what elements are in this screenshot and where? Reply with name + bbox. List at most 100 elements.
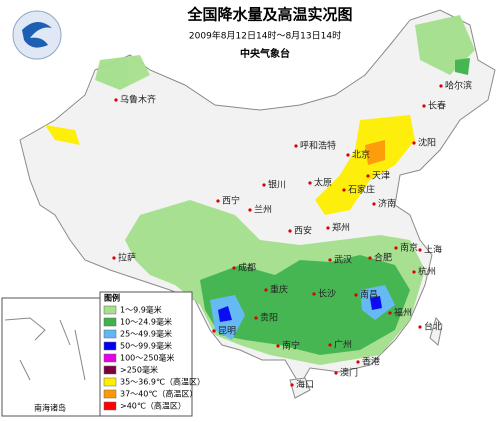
legend-swatch — [103, 317, 117, 327]
legend-swatch — [103, 329, 117, 339]
city-label: 济南 — [378, 198, 396, 210]
city-dot — [372, 202, 376, 206]
city-label: 哈尔滨 — [445, 80, 472, 92]
city-dot — [418, 325, 422, 329]
city-label: 兰州 — [254, 204, 272, 216]
city-dot — [412, 270, 416, 274]
title: 全国降水量及高温实况图 — [186, 6, 352, 24]
city-label: 香港 — [362, 356, 380, 368]
city-label: 西宁 — [222, 195, 240, 207]
legend-label: >40℃（高温区） — [120, 401, 186, 411]
inset-label: 南海诸岛 — [34, 403, 66, 413]
city-label: 长沙 — [318, 288, 336, 300]
city-label: 沈阳 — [418, 137, 436, 149]
city-label: 上海 — [424, 244, 442, 256]
legend-label: 50～99.9毫米 — [120, 341, 172, 351]
city-dot — [412, 141, 416, 145]
city-dot — [439, 84, 443, 88]
rain-areas — [45, 15, 475, 365]
legend-swatch — [103, 377, 117, 387]
legend-swatch — [103, 353, 117, 363]
city-dot — [288, 229, 292, 233]
city-dot — [394, 246, 398, 250]
city-dot — [276, 344, 280, 348]
city-label: 太原 — [314, 177, 332, 189]
city-dot — [422, 104, 426, 108]
subtitle: 2009年8月12日14时～8月13日14时 — [189, 30, 341, 42]
city-label: 海口 — [296, 379, 314, 391]
city-dot — [388, 311, 392, 315]
city-dot — [294, 144, 298, 148]
city-dot — [264, 288, 268, 292]
legend-label: 37～40℃（高温区） — [120, 389, 197, 399]
city-label: 武汉 — [334, 254, 352, 266]
legend-label: 35～36.9℃（高温区） — [120, 377, 205, 387]
city-dot — [312, 292, 316, 296]
city-dot — [290, 383, 294, 387]
city-label: 银川 — [268, 179, 286, 191]
legend-swatch — [103, 401, 117, 411]
legend-swatch — [103, 365, 117, 375]
city-label: 昆明 — [218, 326, 236, 337]
city-label: 呼和浩特 — [300, 140, 336, 152]
city-dot — [328, 258, 332, 262]
legend-label: 100～250毫米 — [120, 353, 175, 363]
city-dot — [216, 199, 220, 203]
agency: 中央气象台 — [240, 47, 290, 60]
inset-coast — [4, 317, 86, 381]
legend-swatch — [103, 305, 117, 315]
city-label: 贵阳 — [260, 312, 278, 324]
legend-swatch — [103, 341, 117, 351]
hainan — [289, 377, 311, 399]
legend-swatch — [103, 389, 117, 399]
logo — [12, 10, 62, 60]
city-dot — [254, 316, 258, 320]
city-label: 福州 — [394, 307, 412, 319]
city-label: 乌鲁木齐 — [120, 94, 156, 106]
city-dot — [112, 256, 116, 260]
city-label: 广州 — [334, 339, 352, 351]
city-label: 郑州 — [332, 222, 350, 234]
city-label: 西安 — [294, 225, 312, 237]
city-label: 南昌 — [360, 289, 378, 301]
city-label: 石家庄 — [348, 184, 375, 196]
city-dot — [326, 226, 330, 230]
inset-frame — [1, 297, 101, 417]
city-label: 合肥 — [374, 252, 392, 264]
city-dot — [248, 208, 252, 212]
city-dot — [262, 183, 266, 187]
legend-label: 25～49.9毫米 — [120, 329, 172, 339]
city-dot — [308, 181, 312, 185]
city-label: 天津 — [372, 171, 390, 182]
city-dot — [334, 371, 338, 375]
legend-title: 图例 — [104, 293, 120, 303]
city-label: 澳门 — [340, 367, 358, 379]
city-label: 重庆 — [270, 284, 288, 296]
legend-label: 10～24.9毫米 — [120, 317, 172, 327]
city-label: 杭州 — [418, 266, 436, 278]
city-label: 南宁 — [282, 340, 300, 352]
city-dot — [366, 174, 370, 178]
city-label: 拉萨 — [118, 252, 136, 264]
city-dot — [368, 256, 372, 260]
city-dot — [346, 153, 350, 157]
city-dot — [212, 329, 216, 333]
city-dot — [356, 360, 360, 364]
taiwan — [429, 316, 443, 346]
city-dot — [328, 343, 332, 347]
city-label: 成都 — [238, 262, 256, 274]
city-label: 北京 — [352, 149, 370, 161]
city-label: 台北 — [424, 321, 442, 333]
city-dot — [354, 293, 358, 297]
logo-swirl — [22, 21, 52, 48]
city-label: 南京 — [400, 242, 418, 254]
legend-label: >250毫米 — [120, 365, 158, 375]
city-dot — [114, 98, 118, 102]
city-label: 长春 — [428, 100, 446, 112]
legend-label: 1～9.9毫米 — [120, 305, 162, 315]
city-dot — [418, 248, 422, 252]
city-dot — [232, 266, 236, 270]
city-dot — [342, 188, 346, 192]
